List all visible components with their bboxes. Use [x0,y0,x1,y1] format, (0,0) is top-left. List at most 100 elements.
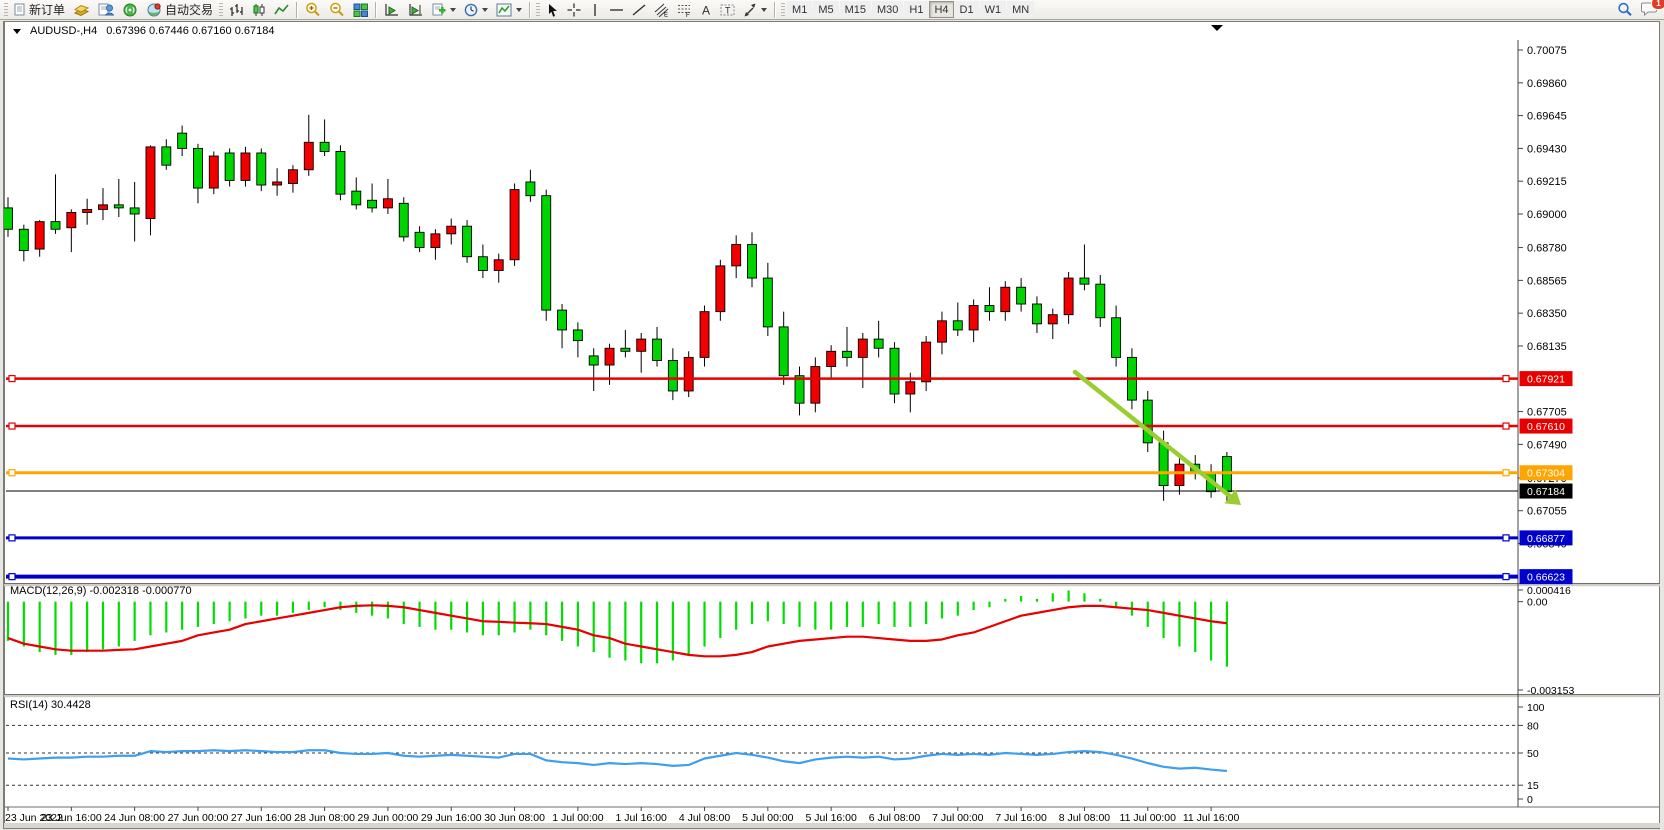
svg-text:0.66877: 0.66877 [1527,533,1565,545]
price-level-line-0.67610[interactable]: 0.67610 [6,418,1573,434]
autotrading-button[interactable]: 自动交易 [142,0,217,19]
zoom-in-icon [306,2,320,17]
cursor-tool-button[interactable] [542,0,563,19]
svg-text:4 Jul 08:00: 4 Jul 08:00 [679,812,731,824]
price-level-line-0.67921[interactable]: 0.67921 [6,371,1573,387]
market-watch-button[interactable] [94,0,118,19]
template-icon [496,3,512,16]
notification-badge[interactable]: 1 [1651,0,1664,10]
svg-text:F: F [686,13,690,17]
bar-chart-type-button[interactable] [225,0,248,19]
add-indicator-button[interactable] [428,0,460,19]
svg-text:0.00: 0.00 [1527,597,1548,609]
svg-text:0.68350: 0.68350 [1527,308,1567,320]
svg-text:0.67304: 0.67304 [1527,468,1565,480]
charts-button[interactable] [69,0,94,19]
toolbar-grip[interactable] [536,2,541,17]
equidistant-channel-tool-button[interactable]: E [650,0,673,19]
svg-text:7 Jul 16:00: 7 Jul 16:00 [995,812,1047,824]
search-button[interactable] [1613,0,1637,19]
auto-scroll-button[interactable] [380,0,404,19]
svg-text:6 Jul 08:00: 6 Jul 08:00 [869,812,921,824]
new-order-button[interactable]: 新订单 [10,0,69,19]
trendline-tool-button[interactable] [628,0,650,19]
chart-shift-marker-icon[interactable] [1211,25,1223,31]
svg-text:0.66623: 0.66623 [1527,572,1565,584]
svg-text:80: 80 [1527,720,1539,732]
rsi-indicator-label: RSI(14) 30.4428 [10,699,91,711]
zoom-in-button[interactable] [301,0,325,19]
bar-chart-icon [230,3,243,16]
vertical-line-icon [594,3,596,16]
timeframe-button-M1[interactable]: M1 [787,1,813,18]
market-watch-icon [98,3,115,16]
text-tool-button[interactable]: A [696,0,716,19]
tile-windows-button[interactable] [349,0,372,19]
svg-text:5 Jul 16:00: 5 Jul 16:00 [805,812,857,824]
timeframe-button-D1[interactable]: D1 [954,1,979,18]
charts-gold-icon [73,4,90,17]
zoom-out-icon [330,2,344,17]
svg-text:0.000416: 0.000416 [1527,585,1571,597]
crosshair-tool-button[interactable] [563,0,585,19]
timeframe-button-W1[interactable]: W1 [979,1,1007,18]
signals-icon [123,3,137,17]
autotrading-icon [147,3,161,17]
svg-text:11 Jul 16:00: 11 Jul 16:00 [1183,812,1240,824]
line-chart-icon [274,3,289,14]
svg-text:28 Jun 08:00: 28 Jun 08:00 [294,812,355,824]
svg-text:27 Jun 16:00: 27 Jun 16:00 [231,812,292,824]
horizontal-line-tool-button[interactable] [605,0,628,19]
macd-indicator-label: MACD(12,26,9) -0.002318 -0.000770 [10,585,192,597]
auto-scroll-icon [385,3,399,16]
price-level-line-0.67184[interactable]: 0.67184 [6,483,1573,499]
add-indicator-icon [432,3,446,15]
svg-text:5 Jul 00:00: 5 Jul 00:00 [742,812,794,824]
arrows-icon [744,3,756,16]
toolbar-grip[interactable] [781,2,786,17]
chart-shift-button[interactable] [404,0,428,19]
period-button[interactable] [460,0,492,19]
channel-icon: E [654,3,669,17]
price-level-line-0.67304[interactable]: 0.67304 [6,465,1573,481]
chart-canvas[interactable]: 0.70075 0.69860 0.69645 0.69430 0.69215 0.690… [4,22,1660,828]
svg-text:0.69000: 0.69000 [1527,209,1567,221]
symbol-menu-caret-icon[interactable] [13,28,21,34]
svg-text:0.69430: 0.69430 [1527,143,1567,155]
toolbar-grip[interactable] [4,2,8,17]
price-level-line-0.66877[interactable]: 0.66877 [6,530,1573,546]
zoom-out-button[interactable] [325,0,349,19]
notifications-chat: 1 [1637,0,1664,21]
fibonacci-tool-button[interactable]: F [673,0,696,19]
arrows-tool-button[interactable] [739,0,771,19]
toolbar-grip[interactable] [219,2,224,17]
toolbar-separator [296,1,299,18]
timeframe-button-H4[interactable]: H4 [929,1,954,18]
timeframe-button-M15[interactable]: M15 [839,1,871,18]
trend-arrow-annotation[interactable] [1072,369,1242,506]
timeframe-button-H1[interactable]: H1 [904,1,929,18]
svg-text:0.67705: 0.67705 [1527,407,1567,419]
svg-text:15: 15 [1527,780,1539,792]
tile-windows-icon [353,3,369,17]
timeframe-button-M5[interactable]: M5 [813,1,839,18]
svg-text:100: 100 [1527,702,1545,714]
chart-ohlc-quote: 0.67396 0.67446 0.67160 0.67184 [106,25,275,37]
vertical-line-tool-button[interactable] [585,0,605,19]
svg-text:0: 0 [1527,794,1533,806]
line-chart-type-button[interactable] [270,0,293,19]
template-button[interactable] [492,0,526,19]
svg-text:23 Jun 16:00: 23 Jun 16:00 [41,812,102,824]
chart-title-row: AUDUSD-,H4 0.67396 0.67446 0.67160 0.671… [13,25,274,37]
signals-button[interactable] [118,0,142,19]
timeframe-button-MN[interactable]: MN [1007,1,1035,18]
candlestick-chart-type-button[interactable] [248,0,270,19]
text-label-tool-button[interactable]: T [716,0,739,19]
price-level-line-0.66623[interactable]: 0.66623 [6,569,1573,585]
timeframe-button-M30[interactable]: M30 [872,1,904,18]
cursor-icon [549,3,558,17]
main-toolbar: 新订单 自动交易 [0,0,1664,20]
svg-text:0.68565: 0.68565 [1527,275,1567,287]
